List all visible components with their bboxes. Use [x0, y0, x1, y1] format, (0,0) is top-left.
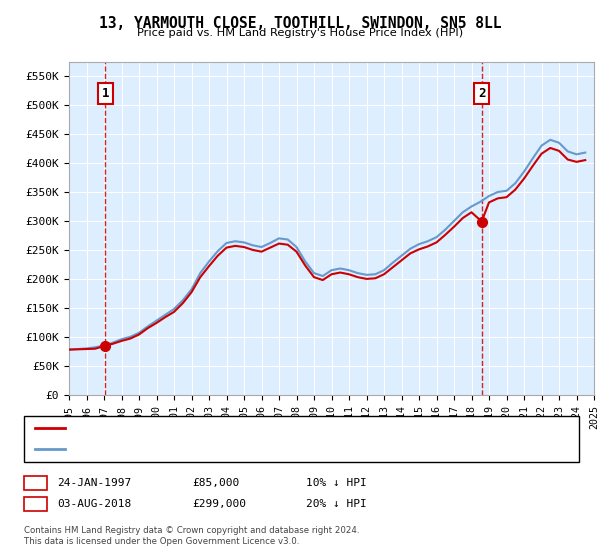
Text: 03-AUG-2018: 03-AUG-2018	[57, 499, 131, 509]
Text: 24-JAN-1997: 24-JAN-1997	[57, 478, 131, 488]
Text: 1: 1	[32, 476, 39, 489]
Text: 2: 2	[478, 87, 485, 100]
Text: 10% ↓ HPI: 10% ↓ HPI	[306, 478, 367, 488]
Text: 20% ↓ HPI: 20% ↓ HPI	[306, 499, 367, 509]
Text: Contains HM Land Registry data © Crown copyright and database right 2024.
This d: Contains HM Land Registry data © Crown c…	[24, 526, 359, 546]
Text: HPI: Average price, detached house, Swindon: HPI: Average price, detached house, Swin…	[71, 445, 334, 455]
Text: 1: 1	[101, 87, 109, 100]
Text: £85,000: £85,000	[192, 478, 239, 488]
Text: 2: 2	[32, 497, 39, 511]
Text: 13, YARMOUTH CLOSE, TOOTHILL, SWINDON, SN5 8LL: 13, YARMOUTH CLOSE, TOOTHILL, SWINDON, S…	[99, 16, 501, 31]
Text: 13, YARMOUTH CLOSE, TOOTHILL, SWINDON, SN5 8LL (detached house): 13, YARMOUTH CLOSE, TOOTHILL, SWINDON, S…	[71, 423, 457, 433]
Text: £299,000: £299,000	[192, 499, 246, 509]
Text: Price paid vs. HM Land Registry's House Price Index (HPI): Price paid vs. HM Land Registry's House …	[137, 28, 463, 38]
